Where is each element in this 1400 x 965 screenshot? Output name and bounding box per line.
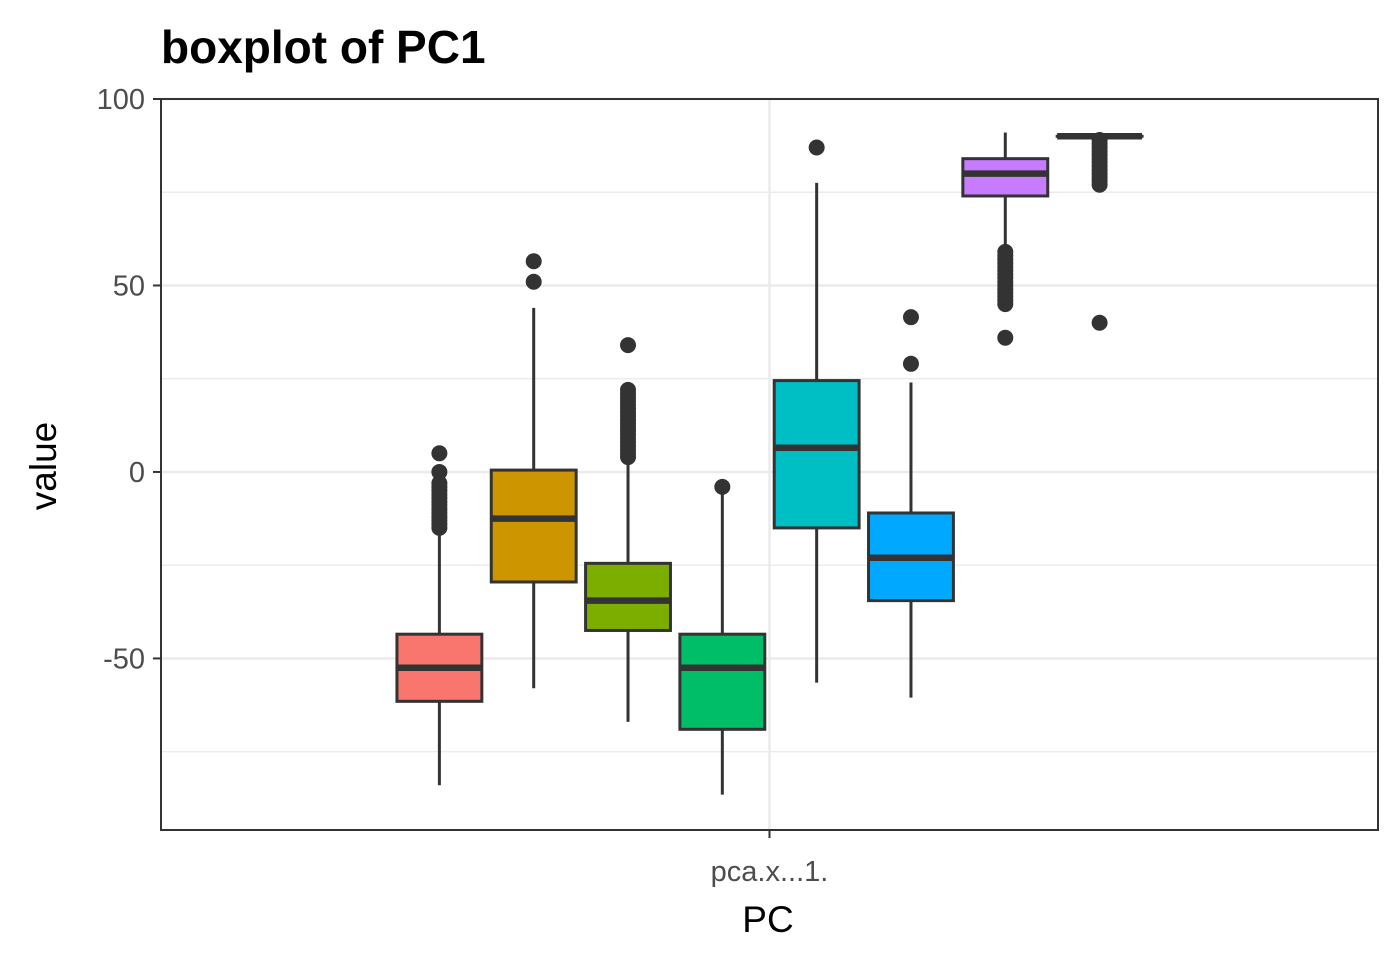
- outlier-point: [808, 139, 825, 156]
- box-body: [678, 632, 767, 731]
- y-tick-label: 0: [129, 457, 145, 489]
- x-axis-title: PC: [742, 899, 793, 940]
- box-6: [867, 309, 955, 698]
- outlier-point: [997, 243, 1014, 260]
- box-body: [489, 468, 578, 584]
- box-2: [489, 253, 578, 689]
- box-1: [395, 445, 484, 786]
- box-5: [772, 139, 861, 683]
- outlier-point: [1091, 314, 1108, 331]
- outlier-point: [620, 381, 637, 398]
- box-7: [961, 132, 1050, 346]
- box-8: [1055, 132, 1144, 331]
- box-body: [772, 379, 861, 530]
- y-axis-title: value: [23, 422, 64, 510]
- outlier-point: [997, 329, 1014, 346]
- x-axis: pca.x...1.: [711, 830, 829, 888]
- outlier-point: [902, 355, 919, 372]
- outlier-point: [431, 475, 448, 492]
- y-tick-label: -50: [103, 643, 145, 675]
- outlier-point: [525, 253, 542, 270]
- y-axis: 100 50 0 -50: [97, 84, 161, 675]
- y-tick-label: 50: [113, 270, 145, 302]
- box-3: [584, 337, 672, 722]
- box-series: [395, 132, 1144, 795]
- outlier-point: [431, 445, 448, 462]
- outlier-point: [431, 463, 448, 480]
- y-tick-label: 100: [97, 84, 145, 116]
- outlier-point: [525, 273, 542, 290]
- outlier-point: [620, 337, 637, 354]
- chart-title: boxplot of PC1: [161, 21, 486, 73]
- box-body: [961, 157, 1050, 198]
- box-body: [584, 561, 672, 632]
- outlier-point: [714, 478, 731, 495]
- box-4: [678, 478, 767, 795]
- x-tick-label: pca.x...1.: [711, 856, 829, 888]
- outlier-point: [1091, 132, 1108, 149]
- outlier-point: [902, 309, 919, 326]
